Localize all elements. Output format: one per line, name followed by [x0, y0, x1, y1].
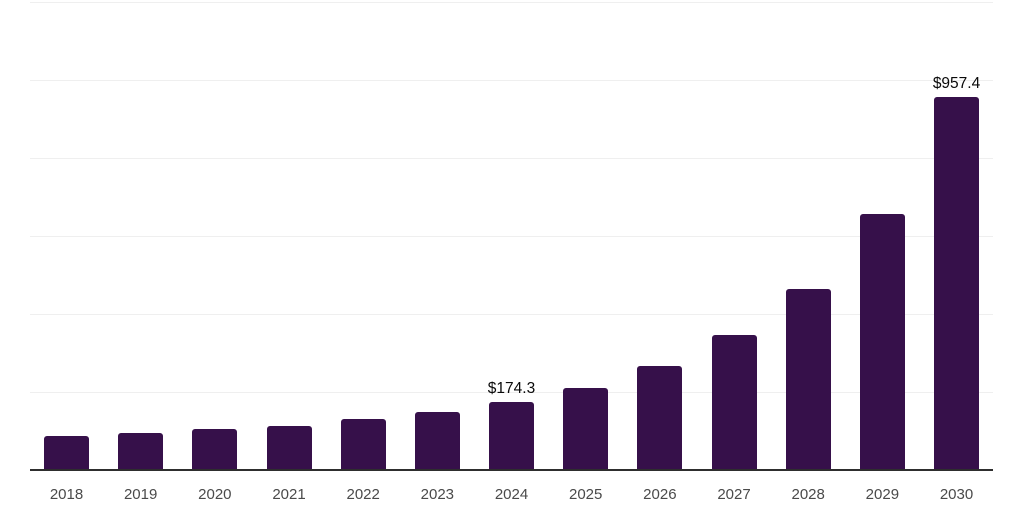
- x-tick-2022: 2022: [346, 486, 380, 503]
- bar-2029: [859, 214, 905, 470]
- value-label-2024: $174.3: [487, 380, 536, 397]
- bar-2024: [489, 402, 535, 470]
- x-tick-2030: 2030: [939, 486, 974, 503]
- bar-2019: [118, 433, 164, 470]
- gridline-800: [30, 158, 993, 159]
- bar-2021: [266, 425, 312, 470]
- bar-2022: [340, 418, 386, 470]
- x-tick-2021: 2021: [272, 486, 306, 503]
- bar-2025: [563, 388, 609, 470]
- x-axis-line: [30, 469, 993, 471]
- bar-2020: [192, 429, 238, 470]
- x-tick-2027: 2027: [717, 486, 751, 503]
- gridline-600: [30, 236, 993, 237]
- gridline-400: [30, 314, 993, 315]
- gridline-1000: [30, 80, 993, 81]
- x-tick-2018: 2018: [49, 486, 84, 503]
- value-label-2030: $957.4: [932, 74, 981, 92]
- x-tick-2019: 2019: [123, 486, 158, 503]
- x-tick-2026: 2026: [643, 486, 677, 503]
- x-tick-2029: 2029: [865, 486, 900, 503]
- bar-2023: [414, 411, 460, 470]
- bar-2018: [44, 435, 89, 470]
- x-tick-2025: 2025: [569, 486, 603, 503]
- gridline-200: [30, 392, 993, 393]
- bar-2028: [785, 289, 831, 470]
- bar-2027: [711, 335, 757, 470]
- x-tick-2023: 2023: [420, 486, 455, 503]
- bar-2026: [637, 365, 683, 470]
- x-tick-2020: 2020: [198, 486, 232, 503]
- bar-2030: [934, 96, 980, 470]
- x-tick-2028: 2028: [791, 486, 825, 503]
- x-tick-2024: 2024: [494, 486, 529, 503]
- gridline-1200: [30, 2, 993, 3]
